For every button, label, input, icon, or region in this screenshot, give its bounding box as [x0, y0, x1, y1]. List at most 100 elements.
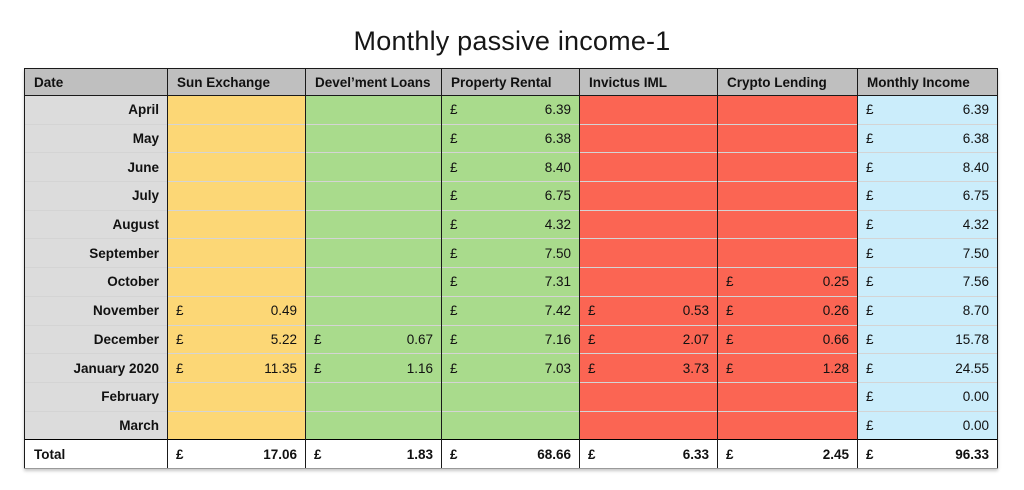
- invictus-iml-cell[interactable]: [579, 181, 718, 211]
- monthly-income-cell[interactable]: £7.56: [857, 267, 998, 297]
- date-cell[interactable]: December: [24, 324, 168, 354]
- monthly-income-cell[interactable]: £8.40: [857, 152, 998, 182]
- property-rental-cell[interactable]: £7.03: [441, 353, 580, 383]
- total-crypto-lending-cell[interactable]: £2.45: [717, 439, 858, 470]
- sun-exchange-cell[interactable]: [167, 123, 306, 153]
- invictus-iml-cell[interactable]: [579, 123, 718, 153]
- monthly-income-cell[interactable]: £8.70: [857, 295, 998, 325]
- column-header-sun-exchange[interactable]: Sun Exchange: [167, 68, 306, 96]
- develment-loans-cell[interactable]: £0.67: [305, 324, 442, 354]
- develment-loans-cell[interactable]: [305, 181, 442, 211]
- column-header-invictus-iml[interactable]: Invictus IML: [579, 68, 718, 96]
- date-cell[interactable]: July: [24, 181, 168, 211]
- monthly-income-cell[interactable]: £7.50: [857, 238, 998, 268]
- monthly-income-cell[interactable]: £6.39: [857, 95, 998, 125]
- invictus-iml-cell[interactable]: [579, 267, 718, 297]
- total-label[interactable]: Total: [24, 439, 168, 470]
- monthly-income-cell[interactable]: £15.78: [857, 324, 998, 354]
- sun-exchange-cell[interactable]: [167, 238, 306, 268]
- invictus-iml-cell[interactable]: £3.73: [579, 353, 718, 383]
- date-cell[interactable]: April: [24, 95, 168, 125]
- monthly-income-cell[interactable]: £4.32: [857, 209, 998, 239]
- crypto-lending-cell[interactable]: [717, 381, 858, 412]
- develment-loans-cell[interactable]: [305, 95, 442, 125]
- date-cell[interactable]: November: [24, 295, 168, 325]
- column-header-monthly-income[interactable]: Monthly Income: [857, 68, 998, 96]
- crypto-lending-cell[interactable]: [717, 181, 858, 211]
- monthly-income-cell[interactable]: £0.00: [857, 381, 998, 412]
- date-cell[interactable]: August: [24, 209, 168, 239]
- monthly-income-cell[interactable]: £24.55: [857, 353, 998, 383]
- property-rental-cell[interactable]: [441, 381, 580, 412]
- sun-exchange-cell[interactable]: £11.35: [167, 353, 306, 383]
- develment-loans-cell[interactable]: [305, 209, 442, 239]
- sun-exchange-cell[interactable]: [167, 152, 306, 182]
- crypto-lending-cell[interactable]: [717, 152, 858, 182]
- date-cell[interactable]: January 2020: [24, 353, 168, 383]
- currency-symbol: £: [866, 446, 874, 462]
- column-header-property-rental[interactable]: Property Rental: [441, 68, 580, 96]
- develment-loans-cell[interactable]: [305, 123, 442, 153]
- crypto-lending-cell[interactable]: [717, 95, 858, 125]
- invictus-iml-cell[interactable]: £0.53: [579, 295, 718, 325]
- monthly-income-cell[interactable]: £6.38: [857, 123, 998, 153]
- invictus-iml-cell[interactable]: [579, 410, 718, 440]
- crypto-lending-cell[interactable]: [717, 238, 858, 268]
- invictus-iml-cell[interactable]: [579, 238, 718, 268]
- develment-loans-cell[interactable]: [305, 267, 442, 297]
- date-cell[interactable]: May: [24, 123, 168, 153]
- invictus-iml-cell[interactable]: [579, 95, 718, 125]
- property-rental-cell[interactable]: £6.38: [441, 123, 580, 153]
- sun-exchange-cell[interactable]: £5.22: [167, 324, 306, 354]
- total-monthly-income-cell[interactable]: £96.33: [857, 439, 998, 470]
- invictus-iml-cell[interactable]: £2.07: [579, 324, 718, 354]
- develment-loans-cell[interactable]: [305, 381, 442, 412]
- develment-loans-cell[interactable]: [305, 295, 442, 325]
- property-rental-cell[interactable]: [441, 410, 580, 440]
- property-rental-cell[interactable]: £7.31: [441, 267, 580, 297]
- total-develment-loans-cell[interactable]: £1.83: [305, 439, 442, 470]
- date-cell[interactable]: October: [24, 267, 168, 297]
- currency-symbol: £: [450, 274, 458, 290]
- property-rental-cell[interactable]: £8.40: [441, 152, 580, 182]
- sun-exchange-cell[interactable]: £0.49: [167, 295, 306, 325]
- column-header-develment-loans[interactable]: Devel’ment Loans: [305, 68, 442, 96]
- invictus-iml-cell[interactable]: [579, 381, 718, 412]
- sun-exchange-cell[interactable]: [167, 209, 306, 239]
- property-rental-cell[interactable]: £7.42: [441, 295, 580, 325]
- date-cell[interactable]: June: [24, 152, 168, 182]
- date-cell[interactable]: February: [24, 381, 168, 412]
- sun-exchange-cell[interactable]: [167, 181, 306, 211]
- property-rental-cell[interactable]: £6.75: [441, 181, 580, 211]
- crypto-lending-cell[interactable]: £1.28: [717, 353, 858, 383]
- column-header-crypto-lending[interactable]: Crypto Lending: [717, 68, 858, 96]
- sun-exchange-cell[interactable]: [167, 95, 306, 125]
- date-cell[interactable]: March: [24, 410, 168, 440]
- total-sun-exchange-cell[interactable]: £17.06: [167, 439, 306, 470]
- date-cell[interactable]: September: [24, 238, 168, 268]
- sun-exchange-cell[interactable]: [167, 381, 306, 412]
- total-property-rental-cell[interactable]: £68.66: [441, 439, 580, 470]
- sun-exchange-cell[interactable]: [167, 267, 306, 297]
- sun-exchange-cell[interactable]: [167, 410, 306, 440]
- invictus-iml-cell[interactable]: [579, 152, 718, 182]
- crypto-lending-cell[interactable]: [717, 209, 858, 239]
- monthly-income-cell[interactable]: £0.00: [857, 410, 998, 440]
- develment-loans-cell[interactable]: [305, 410, 442, 440]
- property-rental-cell[interactable]: £6.39: [441, 95, 580, 125]
- monthly-income-cell[interactable]: £6.75: [857, 181, 998, 211]
- develment-loans-cell[interactable]: [305, 238, 442, 268]
- invictus-iml-cell[interactable]: [579, 209, 718, 239]
- total-invictus-iml-cell[interactable]: £6.33: [579, 439, 718, 470]
- crypto-lending-cell[interactable]: [717, 410, 858, 440]
- crypto-lending-cell[interactable]: [717, 123, 858, 153]
- property-rental-cell[interactable]: £4.32: [441, 209, 580, 239]
- develment-loans-cell[interactable]: £1.16: [305, 353, 442, 383]
- property-rental-cell[interactable]: £7.16: [441, 324, 580, 354]
- column-header-date[interactable]: Date: [24, 68, 168, 96]
- crypto-lending-cell[interactable]: £0.66: [717, 324, 858, 354]
- crypto-lending-cell[interactable]: £0.25: [717, 267, 858, 297]
- develment-loans-cell[interactable]: [305, 152, 442, 182]
- crypto-lending-cell[interactable]: £0.26: [717, 295, 858, 325]
- property-rental-cell[interactable]: £7.50: [441, 238, 580, 268]
